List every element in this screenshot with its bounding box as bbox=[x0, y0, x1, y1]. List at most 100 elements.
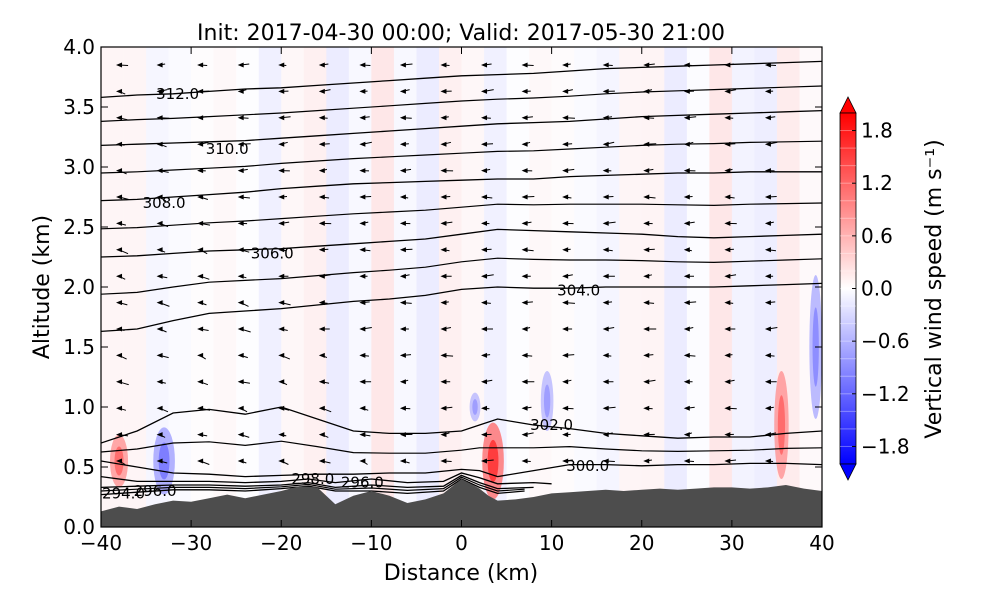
wind-vector bbox=[643, 247, 655, 253]
wind-vector bbox=[116, 220, 127, 226]
theta-contour-296 bbox=[101, 474, 534, 490]
svg-text:306.0: 306.0 bbox=[251, 244, 294, 262]
x-tick-label: 20 bbox=[629, 531, 654, 555]
wind-band bbox=[371, 47, 395, 527]
wind-vector bbox=[359, 141, 372, 147]
wind-vector bbox=[724, 115, 734, 121]
wind-vector bbox=[399, 432, 413, 438]
wind-vector bbox=[359, 273, 368, 279]
wind-vector bbox=[116, 458, 126, 465]
wind-vector bbox=[481, 194, 493, 200]
wind-vector bbox=[521, 62, 534, 68]
wind-band bbox=[416, 47, 440, 527]
contour-labels: 312.0 310.0 308.0 306.0 304.0 302.0 300.0 298.0… bbox=[102, 85, 609, 503]
wind-vector bbox=[440, 220, 453, 226]
wind-vector bbox=[602, 194, 614, 200]
wind-vector bbox=[724, 379, 735, 385]
theta-contour-intermediate bbox=[101, 257, 822, 295]
wind-vector bbox=[481, 88, 494, 94]
contour-label: 302.0 bbox=[530, 416, 573, 434]
wind-vector bbox=[278, 115, 291, 121]
wind-vector bbox=[764, 62, 777, 68]
wind-vector bbox=[562, 326, 573, 332]
wind-vector bbox=[602, 115, 613, 121]
wind-vector bbox=[440, 141, 452, 147]
wind-vector bbox=[683, 141, 694, 147]
wind-vector bbox=[318, 405, 332, 413]
contour-label: 296.0 bbox=[134, 482, 177, 500]
wind-vector bbox=[602, 141, 615, 147]
wind-vector bbox=[116, 432, 129, 438]
wind-vector bbox=[683, 62, 692, 68]
wind-vector bbox=[318, 115, 328, 121]
wind-vector bbox=[359, 300, 370, 306]
wind-vector bbox=[237, 220, 248, 226]
theta-contour-intermediate bbox=[101, 85, 822, 122]
wind-vector bbox=[602, 247, 613, 253]
wind-vector bbox=[359, 352, 370, 358]
wind-vector bbox=[318, 379, 330, 385]
wind-vector bbox=[521, 220, 532, 226]
wind-vector bbox=[724, 62, 734, 68]
wind-vector bbox=[643, 115, 655, 121]
wind-vector bbox=[318, 300, 328, 306]
wind-vector bbox=[197, 220, 211, 226]
x-tick-label: 10 bbox=[539, 531, 564, 555]
wind-vector bbox=[521, 300, 533, 306]
wind-vector bbox=[602, 405, 616, 411]
wind-vector bbox=[440, 458, 452, 464]
wind-vector bbox=[237, 458, 247, 464]
wind-vector bbox=[399, 273, 410, 279]
wind-vector bbox=[562, 88, 573, 94]
svg-text:294.0: 294.0 bbox=[102, 484, 145, 502]
wind-vector bbox=[724, 352, 733, 358]
wind-vector bbox=[764, 405, 774, 411]
wind-vector bbox=[683, 379, 693, 385]
theta-contour-intermediate bbox=[101, 140, 822, 174]
wind-vector bbox=[156, 115, 170, 121]
theta-contour-304 bbox=[101, 282, 822, 333]
wind-band bbox=[731, 47, 755, 527]
wind-vector bbox=[481, 115, 491, 121]
wind-vector bbox=[156, 168, 169, 174]
wind-band bbox=[236, 47, 260, 527]
wind-vector bbox=[764, 88, 774, 94]
wind-vector bbox=[764, 141, 778, 147]
wind-vector bbox=[278, 168, 290, 174]
wind-vector bbox=[643, 88, 653, 94]
svg-text:310.0: 310.0 bbox=[206, 140, 249, 158]
theta-contour-308 bbox=[101, 171, 822, 202]
wind-vector bbox=[683, 88, 695, 94]
wind-field-bands bbox=[101, 47, 822, 527]
wind-vector bbox=[602, 300, 613, 306]
wind-vector bbox=[399, 88, 410, 94]
wind-vector bbox=[278, 405, 290, 411]
wind-vector bbox=[602, 62, 613, 68]
contour-label: 312.0 bbox=[156, 85, 199, 103]
wind-vector bbox=[156, 194, 167, 202]
wind-vector bbox=[643, 405, 653, 411]
wind-vector bbox=[724, 168, 733, 174]
wind-vector bbox=[764, 247, 777, 253]
plot-area: 312.0 310.0 308.0 306.0 304.0 302.0 300.0 298.0… bbox=[100, 46, 823, 528]
wind-vector bbox=[116, 300, 128, 306]
wind-vector bbox=[359, 432, 371, 438]
wind-band bbox=[348, 47, 372, 527]
wind-vector bbox=[521, 194, 535, 200]
wind-vector bbox=[197, 115, 207, 121]
wind-vector bbox=[197, 352, 207, 360]
wind-vector bbox=[116, 405, 127, 411]
svg-text:302.0: 302.0 bbox=[530, 416, 573, 434]
wind-vector bbox=[278, 247, 287, 253]
colorbar-tick-label: 1.8 bbox=[861, 119, 893, 143]
wind-vector bbox=[602, 352, 612, 358]
contour-label: 298.0 bbox=[291, 470, 334, 488]
wind-vector bbox=[602, 458, 615, 464]
wind-patch-core bbox=[543, 384, 551, 418]
chart-title: Init: 2017-04-30 00:00; Valid: 2017-05-3… bbox=[197, 21, 725, 46]
colorbar-tick-label: −1.8 bbox=[861, 434, 910, 458]
wind-vector bbox=[602, 168, 612, 174]
wind-vector bbox=[521, 352, 533, 358]
x-axis-label: Distance (km) bbox=[384, 561, 539, 586]
terrain bbox=[101, 479, 822, 527]
